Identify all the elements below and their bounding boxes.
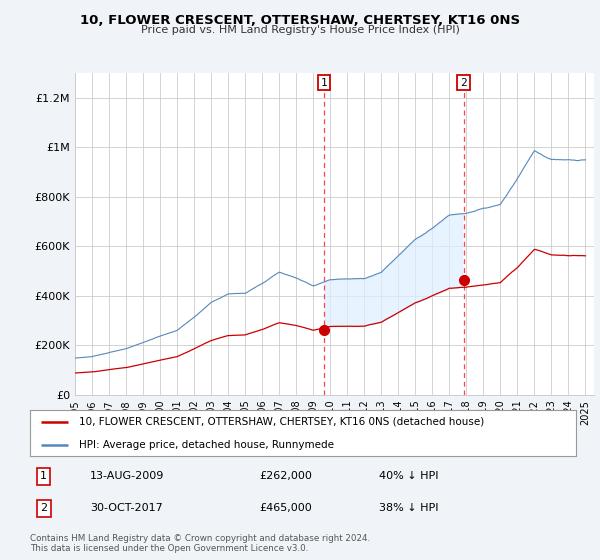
Text: 10, FLOWER CRESCENT, OTTERSHAW, CHERTSEY, KT16 0NS: 10, FLOWER CRESCENT, OTTERSHAW, CHERTSEY… [80, 14, 520, 27]
Text: £465,000: £465,000 [259, 503, 312, 513]
Text: 38% ↓ HPI: 38% ↓ HPI [379, 503, 439, 513]
Text: 2: 2 [40, 503, 47, 513]
Text: 40% ↓ HPI: 40% ↓ HPI [379, 472, 439, 481]
Text: £262,000: £262,000 [259, 472, 312, 481]
Text: 2: 2 [460, 78, 467, 87]
Text: 13-AUG-2009: 13-AUG-2009 [90, 472, 164, 481]
Text: Contains HM Land Registry data © Crown copyright and database right 2024.
This d: Contains HM Land Registry data © Crown c… [30, 534, 370, 553]
Text: 1: 1 [320, 78, 327, 87]
Text: HPI: Average price, detached house, Runnymede: HPI: Average price, detached house, Runn… [79, 440, 334, 450]
Text: 1: 1 [40, 472, 47, 481]
Text: 30-OCT-2017: 30-OCT-2017 [90, 503, 163, 513]
Text: 10, FLOWER CRESCENT, OTTERSHAW, CHERTSEY, KT16 0NS (detached house): 10, FLOWER CRESCENT, OTTERSHAW, CHERTSEY… [79, 417, 484, 427]
Text: Price paid vs. HM Land Registry's House Price Index (HPI): Price paid vs. HM Land Registry's House … [140, 25, 460, 35]
